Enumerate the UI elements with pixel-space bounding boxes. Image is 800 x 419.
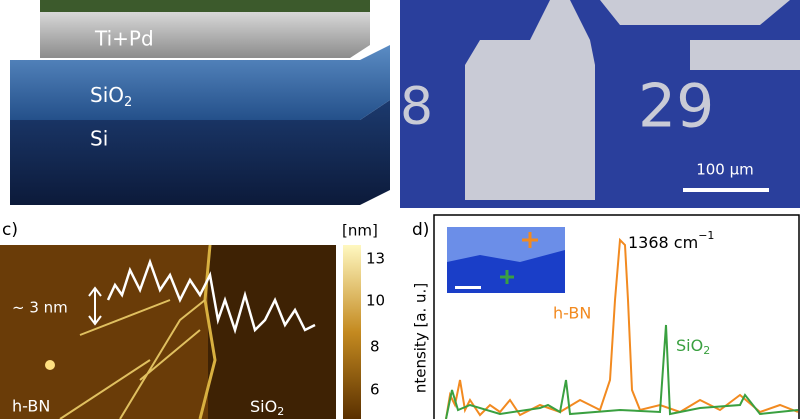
layer-label: Si (90, 127, 108, 151)
annotation: SiO2 (250, 397, 284, 419)
marker (522, 232, 538, 248)
panel-b: 8 29 100 µm (400, 0, 800, 208)
pad (690, 40, 800, 70)
afm-hbn (0, 245, 208, 419)
marker (500, 270, 514, 284)
panel-a: Ti+Pd SiO2 Si (0, 0, 390, 210)
sample-number: 8 (400, 77, 433, 137)
pad (465, 0, 595, 200)
spectrum-sio2 (445, 324, 799, 419)
colorbar-unit: [nm] (342, 222, 378, 240)
subscript: 2 (703, 344, 710, 357)
scale-bar-label: 100 µm (696, 161, 754, 179)
y-axis-label: ntensity [a. u.] (412, 283, 430, 393)
scale-bar (455, 286, 481, 289)
colorbar (343, 245, 361, 419)
panel-label: c) (2, 220, 18, 240)
height-profile (106, 258, 316, 335)
pad (600, 0, 790, 25)
text: 1368 cm (628, 233, 698, 252)
si-layer (10, 100, 390, 205)
subscript: 2 (277, 405, 284, 418)
wrinkles (59, 299, 206, 419)
panel-c: c) ~ 3 nm h-BN SiO2 [nm] 13 10 8 6 (0, 220, 385, 419)
series-label: SiO2 (676, 336, 710, 358)
peak-label: 1368 cm−1 (628, 229, 714, 252)
scale-bar (683, 188, 769, 192)
subscript: 2 (124, 95, 132, 110)
afm-sio2 (208, 245, 336, 419)
annotation: h-BN (12, 397, 50, 416)
colorbar-tick: 10 (366, 292, 385, 310)
text: SiO (250, 397, 277, 416)
layer-label: SiO2 (90, 83, 132, 110)
panel-label: d) (412, 220, 429, 240)
step-arrow (88, 286, 102, 326)
sample-number: 29 (638, 72, 714, 142)
layer-label: Ti+Pd (94, 27, 154, 51)
particle (45, 360, 55, 370)
colorbar-tick: 13 (366, 250, 385, 268)
panel-d: d) 1368 cm−1 h-BN SiO2 ntensity [a. u.] (412, 214, 800, 419)
text: SiO (676, 336, 703, 355)
sio2-layer (10, 45, 390, 120)
series-label: h-BN (553, 304, 591, 323)
spectrum-hbn (445, 237, 799, 419)
colorbar-tick: 6 (370, 381, 380, 399)
superscript: −1 (698, 229, 714, 242)
edge (198, 244, 217, 419)
annotation: ~ 3 nm (12, 299, 68, 317)
colorbar-tick: 8 (370, 338, 380, 356)
metal-layer (40, 2, 370, 58)
molecules (40, 0, 370, 12)
plot-frame (433, 214, 800, 419)
text: SiO (90, 83, 124, 107)
